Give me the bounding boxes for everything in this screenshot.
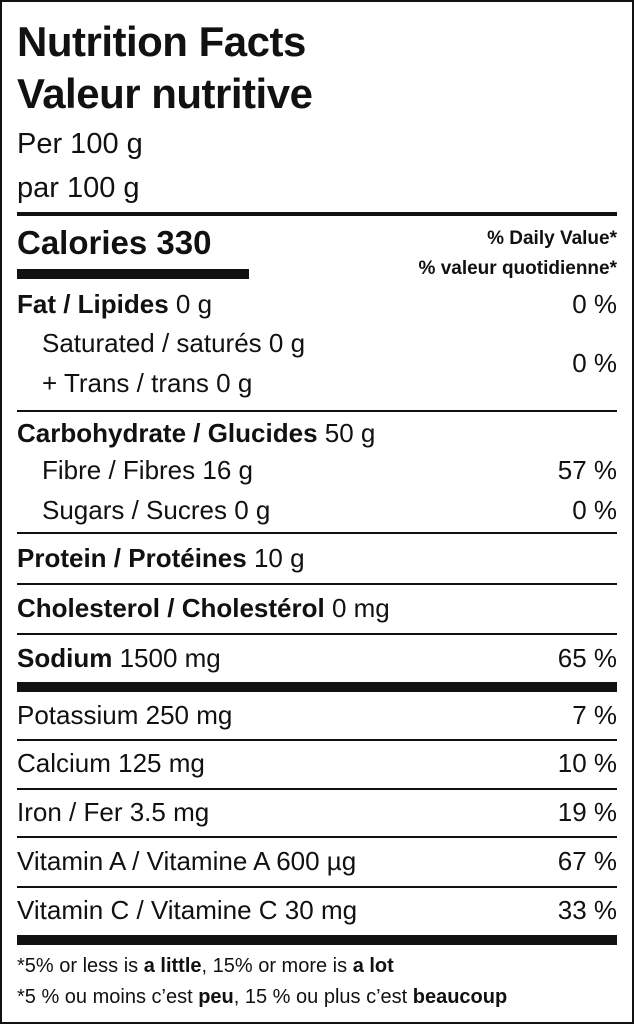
- dv-header-en: % Daily Value*: [487, 228, 617, 249]
- serving-en: Per 100 g: [17, 128, 143, 160]
- thick-divider: [17, 682, 617, 692]
- serving-fr: par 100 g: [17, 172, 140, 204]
- divider: [17, 886, 617, 888]
- title-fr: Valeur nutritive: [17, 70, 313, 117]
- divider: [17, 532, 617, 534]
- calories: Calories 330: [17, 224, 212, 261]
- footnote-en: *5% or less is a little, 15% or more is …: [17, 955, 394, 977]
- divider: [17, 836, 617, 838]
- calories-bar: [17, 269, 249, 279]
- divider: [17, 410, 617, 412]
- title-en: Nutrition Facts: [17, 18, 306, 65]
- thick-divider: [17, 935, 617, 945]
- divider: [17, 739, 617, 741]
- divider: [17, 583, 617, 585]
- dv-header-fr: % valeur quotidienne*: [418, 258, 617, 279]
- footnote-fr: *5 % ou moins c’est peu, 15 % ou plus c’…: [17, 986, 508, 1008]
- divider: [17, 633, 617, 635]
- divider: [17, 788, 617, 790]
- divider: [17, 212, 617, 216]
